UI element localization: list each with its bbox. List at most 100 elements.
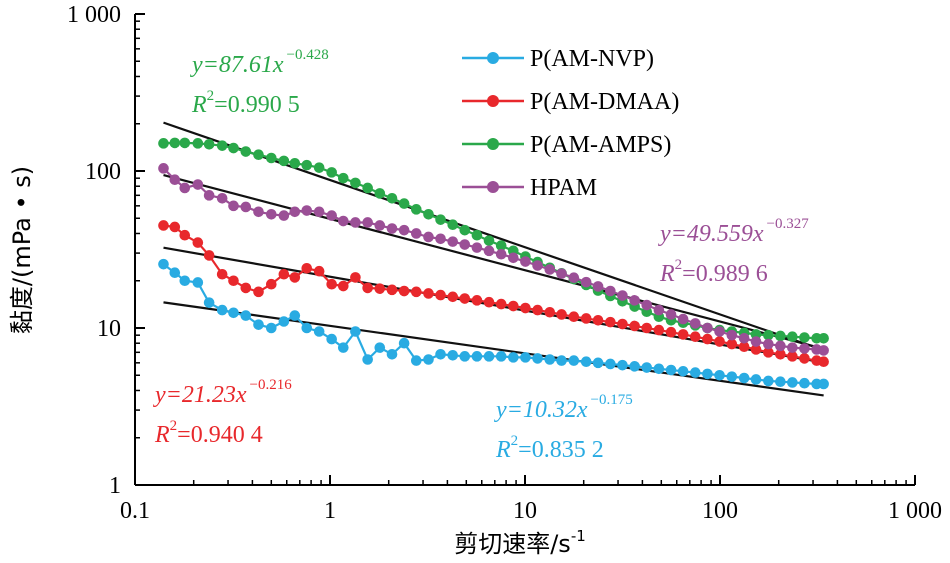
- data-point-amps: [483, 235, 495, 246]
- data-point-amps: [326, 167, 337, 178]
- data-point-nvp: [544, 354, 556, 365]
- data-point-dmaa: [313, 265, 325, 277]
- data-point-amps: [495, 240, 507, 251]
- data-point-dmaa: [714, 336, 725, 347]
- data-point-dmaa: [556, 309, 567, 320]
- fit-equation-nvp: y=10.32x −0.175 R2=0.835 2: [494, 392, 633, 463]
- data-point-amps: [313, 162, 325, 173]
- data-point-nvp: [520, 352, 531, 363]
- data-point-amps: [374, 188, 386, 199]
- legend-item-dmaa: P(AM-DMAA): [462, 89, 679, 115]
- data-point-dmaa: [362, 282, 373, 294]
- data-point-hpam: [483, 245, 495, 257]
- legend-label: P(AM-NVP): [530, 46, 654, 72]
- data-point-hpam: [799, 343, 810, 354]
- data-point-hpam: [665, 309, 677, 320]
- data-point-dmaa: [750, 344, 762, 355]
- data-point-amps: [435, 214, 446, 225]
- data-point-dmaa: [350, 272, 361, 283]
- data-point-hpam: [253, 206, 264, 218]
- data-point-nvp: [617, 359, 628, 371]
- data-point-hpam: [326, 210, 337, 221]
- data-point-nvp: [203, 297, 215, 308]
- data-point-amps: [301, 159, 313, 171]
- data-point-amps: [278, 155, 290, 167]
- legend-item-nvp: P(AM-NVP): [462, 46, 654, 72]
- data-point-nvp: [447, 350, 459, 361]
- data-point-dmaa: [265, 278, 277, 290]
- data-point-nvp: [374, 342, 386, 353]
- data-point-hpam: [677, 313, 689, 325]
- data-point-nvp: [641, 362, 653, 373]
- fit-equation-text: y=10.32x −0.175: [494, 392, 633, 423]
- x-tick-label: 100: [702, 498, 738, 524]
- data-point-hpam: [653, 304, 665, 316]
- data-point-dmaa: [544, 306, 556, 318]
- data-point-amps: [192, 138, 204, 149]
- data-point-nvp: [483, 351, 495, 362]
- data-point-amps: [240, 146, 252, 157]
- data-point-hpam: [459, 239, 471, 250]
- data-point-nvp: [580, 356, 592, 368]
- data-point-nvp: [750, 374, 762, 385]
- data-point-hpam: [301, 205, 313, 216]
- data-point-nvp: [799, 377, 810, 389]
- data-point-hpam: [702, 322, 713, 334]
- data-point-hpam: [350, 217, 361, 228]
- data-point-hpam: [532, 260, 543, 271]
- data-point-amps: [386, 193, 398, 204]
- y-tick-label: 1: [109, 473, 121, 499]
- data-point-amps: [775, 330, 786, 342]
- data-point-nvp: [738, 372, 750, 384]
- data-point-dmaa: [471, 295, 483, 306]
- data-point-dmaa: [689, 331, 701, 343]
- data-point-dmaa: [435, 289, 446, 301]
- x-tick-label: 0.1: [120, 498, 150, 524]
- fit-line-hpam: [163, 173, 824, 350]
- data-point-amps: [459, 224, 471, 236]
- data-point-nvp: [289, 310, 301, 321]
- data-point-amps: [216, 140, 228, 151]
- data-point-nvp: [253, 319, 264, 330]
- data-point-nvp: [775, 376, 786, 387]
- data-point-nvp: [326, 333, 337, 345]
- data-point-dmaa: [617, 318, 628, 330]
- data-point-amps: [350, 177, 361, 189]
- x-axis-label-exponent: -1: [571, 527, 586, 545]
- data-point-nvp: [158, 258, 169, 270]
- data-point-dmaa: [216, 268, 228, 280]
- legend-item-amps: P(AM-AMPS): [462, 132, 671, 158]
- data-point-nvp: [179, 275, 191, 287]
- legend-label: P(AM-DMAA): [530, 89, 679, 115]
- data-point-dmaa: [179, 229, 191, 241]
- data-point-dmaa: [508, 300, 519, 312]
- legend: P(AM-NVP) P(AM-DMAA) P(AM-AMPS) HPAM: [462, 46, 679, 201]
- data-point-dmaa: [677, 329, 689, 340]
- fit-equation-hpam: y=49.559x −0.327 R2=0.989 6: [658, 216, 809, 287]
- data-point-hpam: [520, 256, 531, 267]
- data-point-nvp: [192, 277, 204, 288]
- data-point-hpam: [435, 233, 446, 245]
- data-point-dmaa: [726, 338, 738, 350]
- data-point-nvp: [726, 371, 738, 382]
- data-point-hpam: [738, 332, 750, 344]
- data-point-hpam: [423, 231, 434, 243]
- data-point-hpam: [508, 252, 519, 264]
- legend-label: HPAM: [530, 175, 597, 201]
- data-point-nvp: [410, 355, 422, 366]
- fit-r2-text: R2=0.990 5: [191, 88, 300, 118]
- data-point-dmaa: [665, 326, 677, 338]
- data-point-dmaa: [203, 250, 215, 261]
- data-point-nvp: [665, 364, 677, 376]
- data-point-dmaa: [702, 333, 713, 345]
- data-point-hpam: [192, 179, 204, 190]
- data-point-nvp: [592, 357, 604, 369]
- data-point-nvp: [471, 351, 483, 362]
- data-point-dmaa: [592, 314, 604, 326]
- data-point-hpam: [374, 220, 386, 231]
- fit-equations: y=10.32x −0.175 R2=0.835 2 y=21.23x −0.216 R2…: [153, 47, 809, 463]
- fit-equation-amps: y=87.61x −0.428 R2=0.990 5: [190, 47, 329, 118]
- data-point-dmaa: [326, 278, 337, 290]
- data-point-dmaa: [337, 280, 349, 292]
